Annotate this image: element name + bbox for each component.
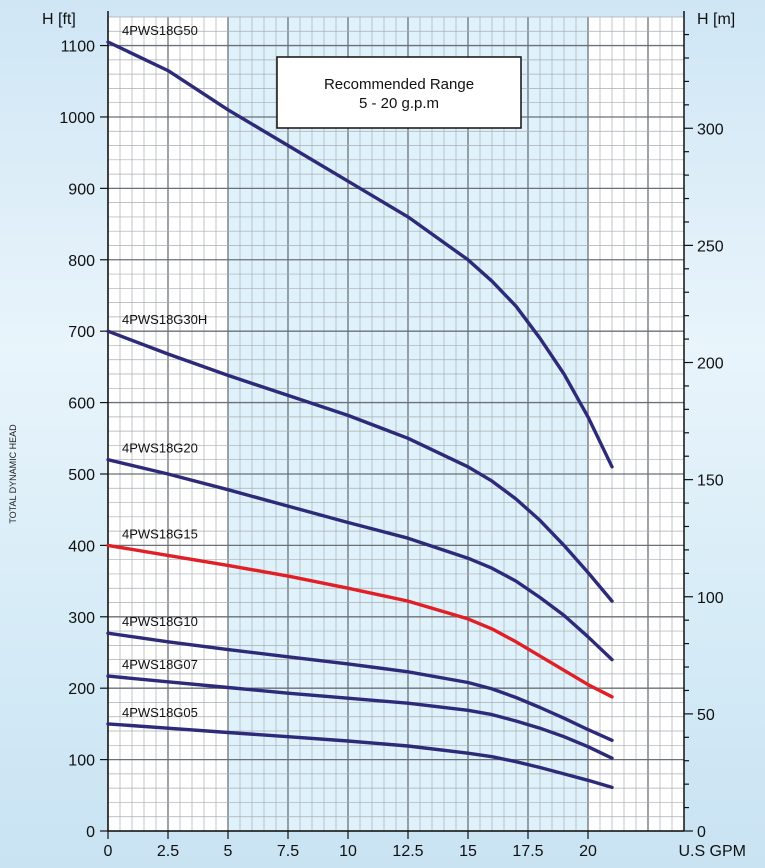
- series-line-4pws18g20: [106, 458, 614, 662]
- side-axis-title: TOTAL DYNAMIC HEAD: [8, 424, 18, 524]
- y-tick-label-right: 50: [697, 707, 715, 724]
- y-tick-label-left: 100: [68, 753, 95, 770]
- series-label-4pws18g20: 4PWS18G20: [122, 441, 198, 456]
- series-label-4pws18g15: 4PWS18G15: [122, 526, 198, 541]
- y-tick-label-left: 800: [68, 253, 95, 270]
- y-tick-label-left: 1000: [59, 110, 95, 127]
- series-label-4pws18g30h: 4PWS18G30H: [122, 312, 207, 327]
- y-tick-label-left: 400: [68, 538, 95, 555]
- series-label-4pws18g10: 4PWS18G10: [122, 614, 198, 629]
- y-tick-label-left: 900: [68, 181, 95, 198]
- series-label-4pws18g07: 4PWS18G07: [122, 657, 198, 672]
- x-tick-label: 2.5: [157, 843, 179, 860]
- axes: 0 2.5 5 7.5 10 12.5 15 17.5 20010020030040050060…: [59, 11, 724, 860]
- x-tick-label: 12.5: [392, 843, 423, 860]
- y-tick-label-right: 150: [697, 473, 724, 490]
- x-axis-title: U.S GPM: [678, 843, 746, 860]
- recommended-range-subtitle: 5 - 20 g.p.m: [359, 95, 439, 112]
- y-tick-label-left: 600: [68, 396, 95, 413]
- recommended-range-title: Recommended Range: [324, 76, 474, 93]
- y-tick-label-right: 100: [697, 590, 724, 607]
- x-tick-label: 0: [104, 843, 113, 860]
- y-tick-label-right: 0: [697, 824, 706, 841]
- y-tick-label-left: 700: [68, 324, 95, 341]
- series-label-4pws18g05: 4PWS18G05: [122, 705, 198, 720]
- series-lines: [106, 40, 614, 790]
- y-tick-label-right: 200: [697, 356, 724, 373]
- y-tick-label-right: 250: [697, 238, 724, 255]
- y-tick-label-left: 0: [86, 824, 95, 841]
- series-labels: 4PWS18G50 4PWS18G30H 4PWS18G20 4PWS18G15 4PW…: [122, 23, 207, 720]
- series-line-4pws18g15: [106, 543, 614, 699]
- y-tick-label-left: 1100: [61, 39, 96, 56]
- series-line-4pws18g07: [106, 674, 614, 760]
- x-tick-label: 15: [459, 843, 477, 860]
- y-tick-label-left: 500: [68, 467, 95, 484]
- series-line-4pws18g10: [106, 631, 614, 742]
- y-tick-label-left: 200: [68, 681, 95, 698]
- series-label-4pws18g50: 4PWS18G50: [122, 23, 198, 38]
- y-tick-label-left: 300: [68, 610, 95, 627]
- x-tick-label: 17.5: [512, 843, 543, 860]
- series-line-4pws18g05: [106, 722, 614, 790]
- x-tick-label: 20: [579, 843, 597, 860]
- series-line-4pws18g30h: [106, 329, 614, 603]
- y-tick-label-right: 300: [697, 121, 724, 138]
- y-axis-left-title: H [ft]: [42, 11, 76, 28]
- series-line-4pws18g50: [106, 40, 614, 469]
- recommended-range-box-frame: [276, 56, 522, 129]
- x-tick-label: 10: [339, 843, 357, 860]
- recommended-range-box: Recommended Range 5 - 20 g.p.m: [276, 56, 522, 129]
- x-tick-label: 7.5: [277, 843, 299, 860]
- x-tick-label: 5: [224, 843, 233, 860]
- y-axis-right-title: H [m]: [697, 11, 735, 28]
